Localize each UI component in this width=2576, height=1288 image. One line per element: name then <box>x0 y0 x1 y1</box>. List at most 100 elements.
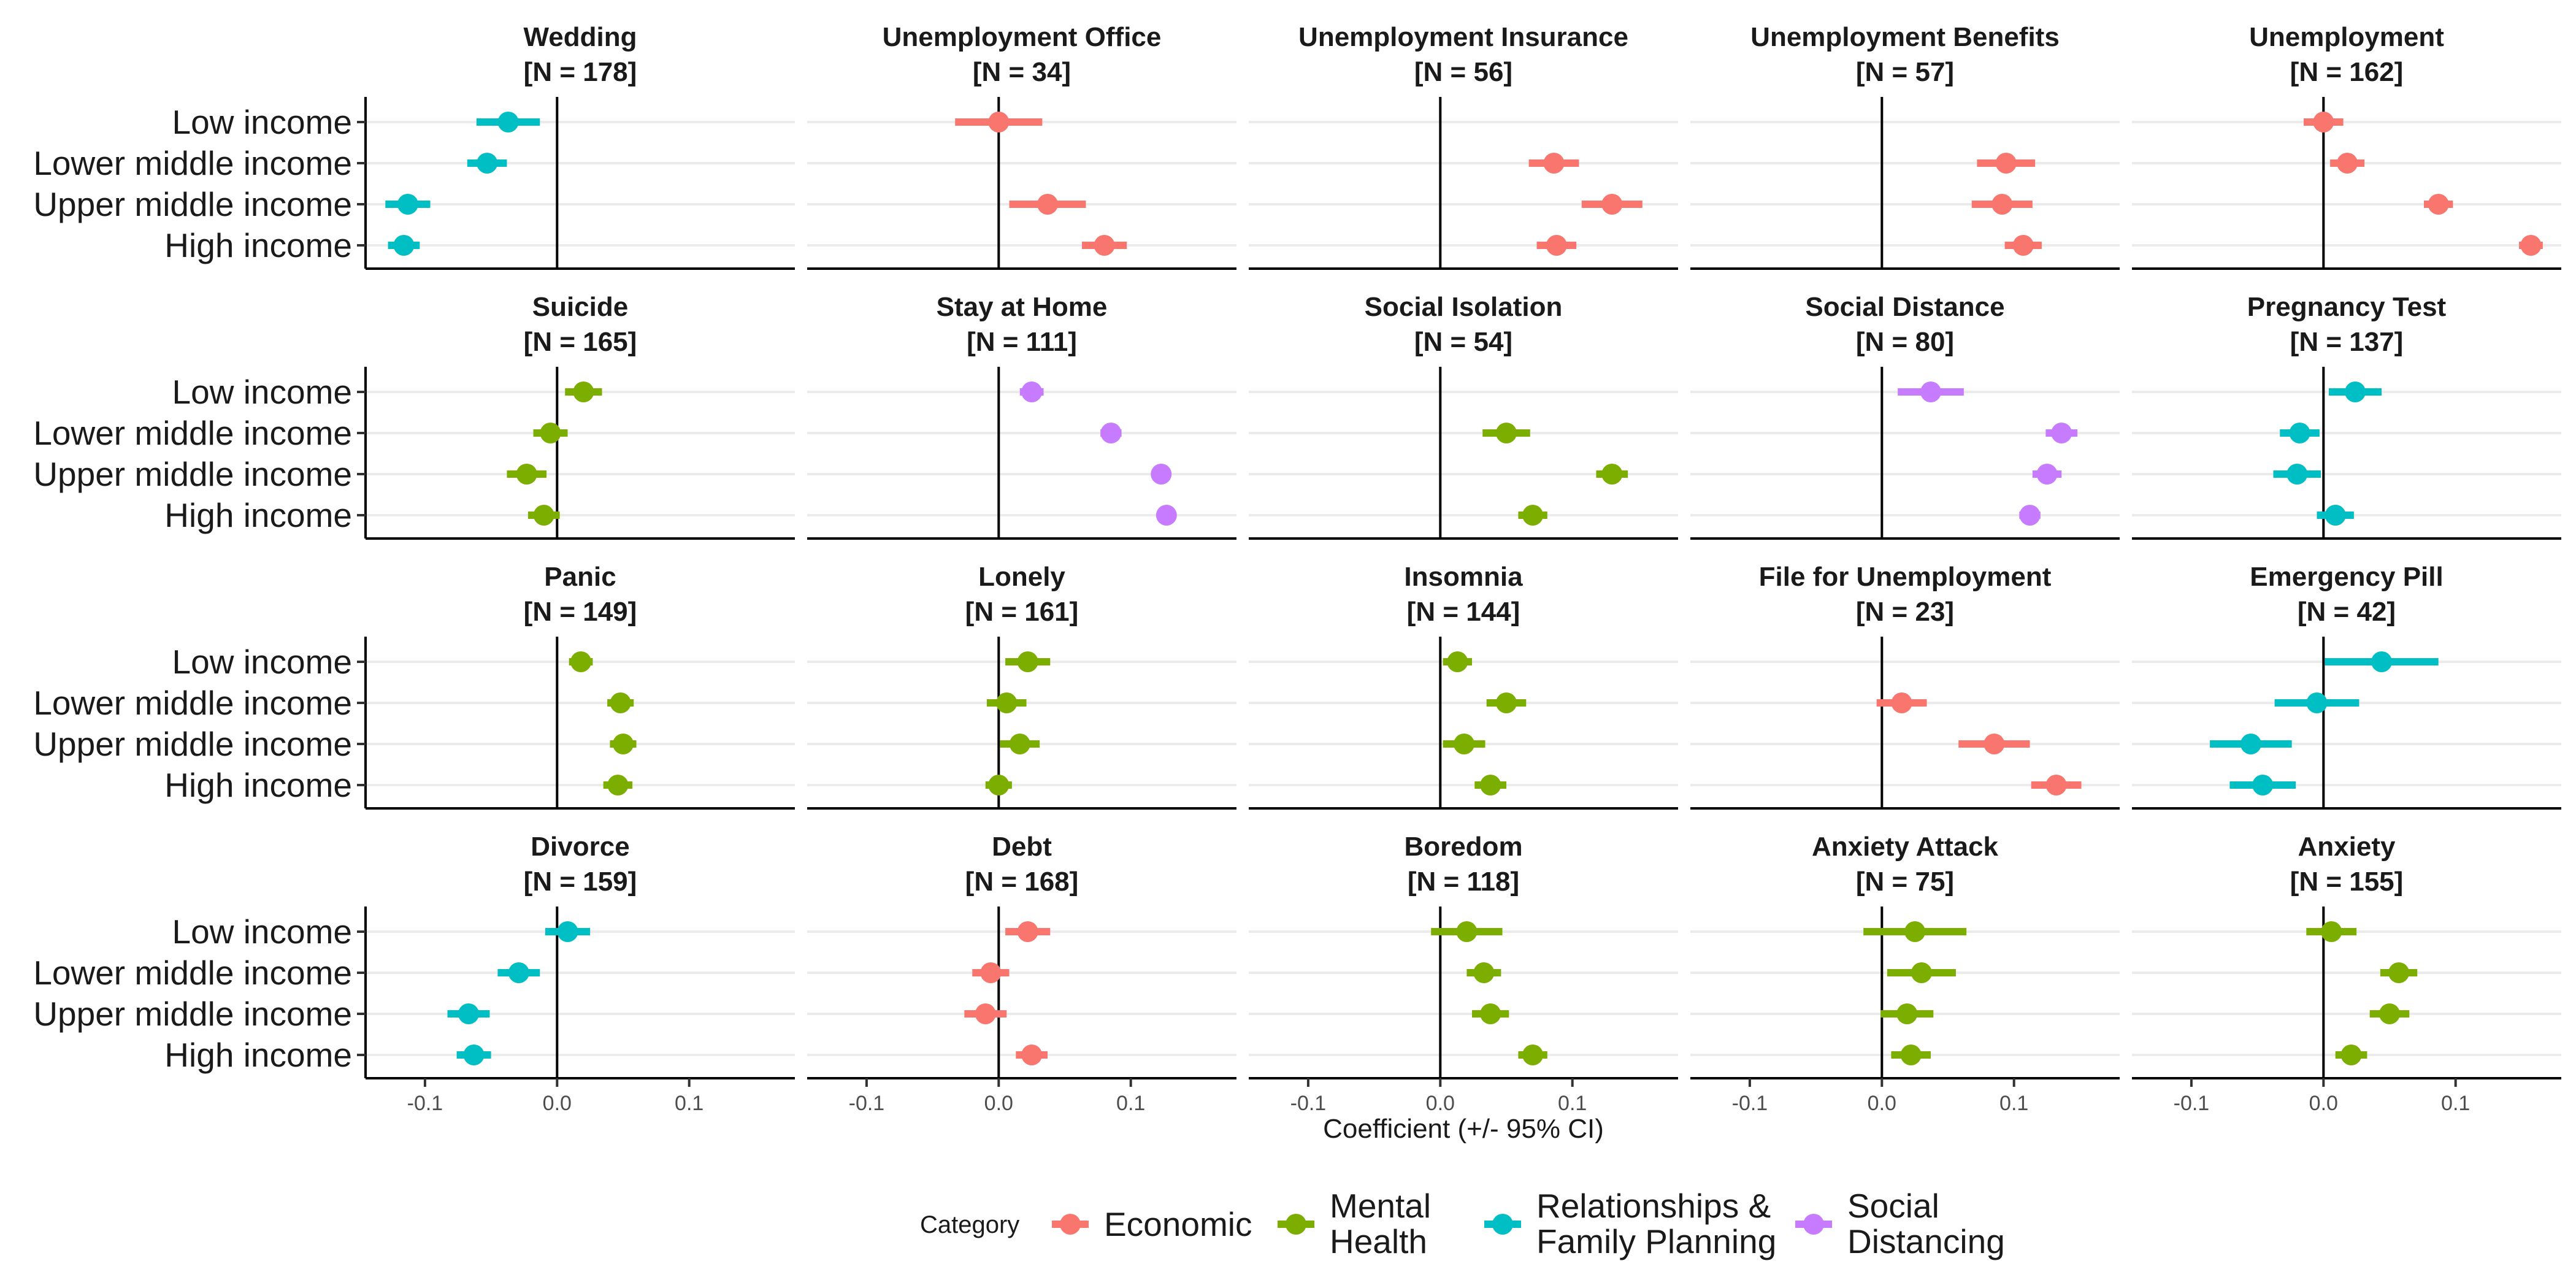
estimate-point <box>2240 734 2261 754</box>
panel-n-label: [N = 111] <box>967 327 1077 357</box>
estimate-point <box>463 1045 485 1065</box>
row-label: Low income <box>172 913 352 951</box>
x-tick-label: 0.1 <box>1999 1092 2028 1115</box>
estimate-point <box>996 692 1018 713</box>
panel-title: Anxiety Attack <box>1812 832 1999 862</box>
x-tick-label: 0.1 <box>1116 1092 1145 1115</box>
estimate-point <box>2019 505 2041 526</box>
x-tick-label: -0.1 <box>849 1092 885 1115</box>
panel-title: Lonely <box>978 562 1065 592</box>
estimate-point <box>1991 194 2013 215</box>
row-label: Upper middle income <box>33 455 352 493</box>
legend-key-point <box>1060 1214 1081 1235</box>
estimate-point <box>1891 692 1912 713</box>
row-label: High income <box>164 1036 352 1074</box>
panel-n-label: [N = 57] <box>1856 57 1954 87</box>
panel-n-label: [N = 137] <box>2290 327 2404 357</box>
estimate-point <box>393 235 415 256</box>
estimate-point <box>1454 734 1475 754</box>
panel-unemployment-insurance: Unemployment Insurance [N = 56] <box>1249 22 1678 270</box>
estimate-point <box>1546 235 1567 256</box>
panel-title: Social Isolation <box>1365 292 1563 322</box>
panel-title: Insomnia <box>1404 562 1523 592</box>
row-label: Upper middle income <box>33 995 352 1033</box>
panel-emergency-pill: Emergency Pill [N = 42] <box>2132 562 2561 810</box>
panel-title: Divorce <box>531 832 629 862</box>
estimate-point <box>1601 194 1623 215</box>
estimate-point <box>516 464 537 485</box>
row-label: Lower middle income <box>33 684 352 722</box>
estimate-point <box>1496 692 1517 713</box>
estimate-point <box>988 112 1010 132</box>
estimate-point <box>508 962 529 983</box>
estimate-point <box>2051 423 2072 443</box>
row-label: High income <box>164 766 352 804</box>
estimate-point <box>397 194 418 215</box>
panel-title: Pregnancy Test <box>2247 292 2447 322</box>
panel-n-label: [N = 34] <box>973 57 1071 87</box>
panel-title: Panic <box>544 562 616 592</box>
estimate-point <box>2371 651 2393 672</box>
legend-label: Mental <box>1330 1187 1431 1225</box>
estimate-point <box>2036 464 2058 485</box>
panel-n-label: [N = 54] <box>1414 327 1512 357</box>
panel-n-label: [N = 42] <box>2298 597 2396 627</box>
panel-n-label: [N = 56] <box>1414 57 1512 87</box>
estimate-point <box>1473 962 1495 983</box>
estimate-point <box>557 921 578 942</box>
estimate-point <box>610 692 631 713</box>
panel-social-distance: Social Distance [N = 80] <box>1690 292 2120 540</box>
panel-n-label: [N = 159] <box>524 867 637 897</box>
x-tick-label: -0.1 <box>1732 1092 1768 1115</box>
x-axis-title: Coefficient (+/- 95% CI) <box>1323 1114 1604 1144</box>
estimate-point <box>2325 505 2346 526</box>
panel-insomnia: Insomnia [N = 144] <box>1249 562 1678 810</box>
panel-title: Unemployment <box>2249 22 2444 52</box>
row-label: High income <box>164 496 352 534</box>
estimate-point <box>1896 1003 1918 1024</box>
estimate-point <box>1522 1045 1544 1065</box>
panel-title: Stay at Home <box>937 292 1108 322</box>
estimate-point <box>2252 775 2274 795</box>
estimate-point <box>1021 381 1043 402</box>
estimate-point <box>477 153 498 174</box>
panel-title: File for Unemployment <box>1759 562 2052 592</box>
panel-title: Debt <box>992 832 1052 862</box>
legend-label: Health <box>1330 1222 1427 1260</box>
row-label: Upper middle income <box>33 185 352 223</box>
panel-title: Boredom <box>1404 832 1522 862</box>
estimate-point <box>540 423 561 443</box>
x-tick-label: 0.0 <box>543 1092 572 1115</box>
row-label: Low income <box>172 373 352 411</box>
panel-n-label: [N = 165] <box>524 327 637 357</box>
legend-label: Social <box>1847 1187 1939 1225</box>
estimate-point <box>1904 921 1926 942</box>
estimate-point <box>1900 1045 1922 1065</box>
estimate-point <box>497 112 519 132</box>
estimate-point <box>2313 112 2334 132</box>
x-tick-label: 0.1 <box>1558 1092 1587 1115</box>
row-label: Low income <box>172 103 352 141</box>
panel-file-for-unemployment: File for Unemployment [N = 23] <box>1690 562 2120 810</box>
estimate-point <box>988 775 1010 795</box>
estimate-point <box>1496 423 1517 443</box>
panel-title: Wedding <box>524 22 637 52</box>
estimate-point <box>2340 1045 2362 1065</box>
estimate-point <box>2428 194 2449 215</box>
estimate-point <box>2289 423 2310 443</box>
estimate-point <box>1911 962 1932 983</box>
estimate-point <box>1920 381 1941 402</box>
estimate-point <box>570 651 592 672</box>
legend-label: Economic <box>1104 1205 1252 1243</box>
estimate-point <box>1156 505 1177 526</box>
estimate-point <box>533 505 554 526</box>
panel-lonely: Lonely [N = 161] <box>807 562 1236 810</box>
estimate-point <box>2287 464 2308 485</box>
x-tick-label: 0.1 <box>675 1092 703 1115</box>
panel-stay-at-home: Stay at Home [N = 111] <box>807 292 1236 540</box>
estimate-point <box>2045 775 2067 795</box>
